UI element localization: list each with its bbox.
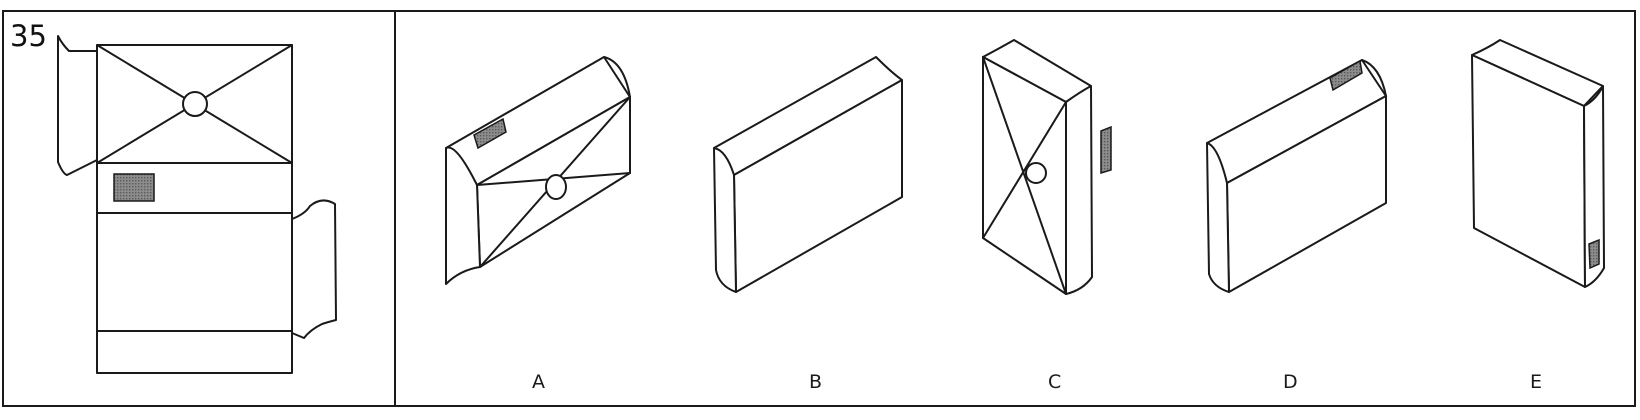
option-e-label-patch	[1588, 238, 1600, 270]
outer-frame	[2, 10, 1636, 407]
net-label-patch	[113, 173, 155, 202]
net-bottom-strip	[96, 330, 293, 374]
option-b-figure	[713, 56, 903, 293]
net-right-spine	[291, 199, 337, 339]
option-a-figure	[445, 56, 631, 285]
net-lower-face	[96, 212, 293, 332]
net-circle	[182, 91, 208, 117]
net-left-spine	[57, 35, 98, 176]
option-e-label: E	[1530, 371, 1542, 393]
option-d-label-patch	[1329, 59, 1363, 92]
option-a-label: A	[532, 371, 545, 393]
option-b-label: B	[809, 371, 822, 393]
option-c-label: C	[1048, 371, 1061, 393]
option-d-label: D	[1283, 371, 1298, 393]
option-e-figure	[1471, 39, 1605, 288]
option-a-label-patch	[473, 117, 507, 150]
option-c-figure	[982, 39, 1112, 295]
option-d-figure	[1206, 59, 1387, 293]
question-number: 35	[10, 19, 47, 53]
option-c-label-patch	[1100, 125, 1112, 175]
unfolded-net	[57, 35, 337, 374]
